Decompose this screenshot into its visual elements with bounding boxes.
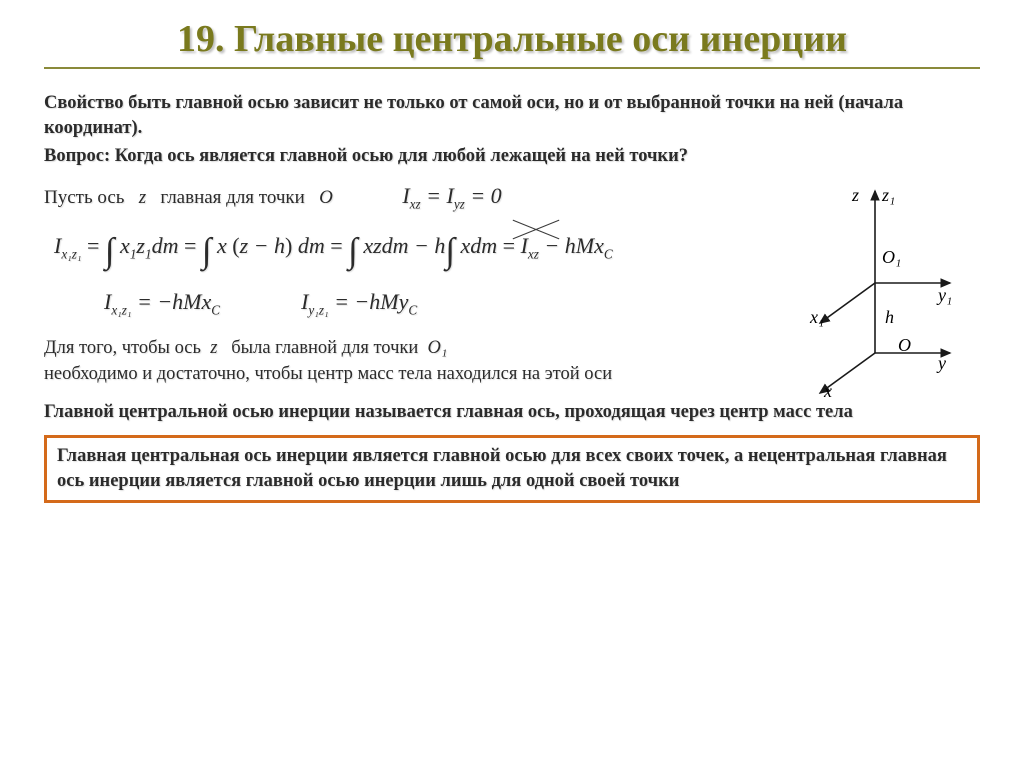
- label-z1: z₁: [881, 185, 895, 205]
- condition-para: Для того, чтобы ось z была главной для т…: [44, 336, 684, 388]
- label-z: z: [851, 185, 859, 205]
- label-y1: y₁: [936, 285, 952, 305]
- eq-zero: Ixz = Iyz = 0: [402, 183, 501, 208]
- eq-zero-eq1: =: [421, 183, 447, 208]
- var-z: z: [139, 187, 146, 208]
- let-text-1: Пусть ось: [44, 187, 124, 208]
- label-x: x: [823, 381, 832, 401]
- cond-b: была главной для точки: [231, 338, 418, 358]
- title-rule: [44, 67, 980, 69]
- cond-a: Для того, чтобы ось: [44, 338, 201, 358]
- cond-O1: O₁: [428, 338, 448, 358]
- eq-zero-xz: xz: [410, 197, 421, 212]
- eq-main-tail-c: C: [604, 246, 613, 261]
- eq-zero-I1: I: [402, 183, 409, 208]
- content-area: z z₁ O₁ y₁ x₁ h O y x Пусть ось z главна…: [44, 183, 980, 502]
- eq-zero-yz: yz: [454, 197, 465, 212]
- eq-zero-zero: = 0: [465, 183, 502, 208]
- label-O: O: [898, 335, 911, 355]
- eq-r1-sub: x₁z₁: [111, 302, 131, 317]
- let-text-2: главная для точки: [160, 187, 304, 208]
- eq-r2-sub: y₁z₁: [308, 302, 328, 317]
- eq-derivation: Ix₁z₁ = ∫ x1z1dm = ∫ x (z − h) dm = ∫ xz…: [44, 231, 980, 271]
- intro-para-2: Вопрос: Когда ось является главной осью …: [44, 144, 980, 169]
- eq-r1-c: C: [211, 302, 220, 317]
- eq-zero-I2: I: [447, 183, 454, 208]
- slide-title: 19. Главные центральные оси инерции: [44, 18, 980, 61]
- label-y: y: [936, 353, 946, 373]
- label-x1: x₁: [809, 307, 824, 327]
- var-O: O: [319, 187, 333, 208]
- definition-para: Главной центральной осью инерции называе…: [44, 400, 980, 425]
- cross-out-icon: [511, 209, 561, 249]
- eq-r2-c: C: [408, 302, 417, 317]
- theorem-box: Главная центральная ось инерции является…: [44, 435, 980, 503]
- eq-main-sub: x₁z₁: [61, 246, 81, 261]
- intro-para-1: Свойство быть главной осью зависит не то…: [44, 91, 980, 141]
- eq-r1-body: = −hMx: [131, 289, 211, 314]
- label-h: h: [885, 307, 894, 327]
- eq-r2-body: = −hMy: [329, 289, 409, 314]
- cond-c: необходимо и достаточно, чтобы центр мас…: [44, 364, 612, 384]
- cond-z: z: [210, 338, 217, 358]
- axes-diagram: z z₁ O₁ y₁ x₁ h O y x: [780, 183, 960, 403]
